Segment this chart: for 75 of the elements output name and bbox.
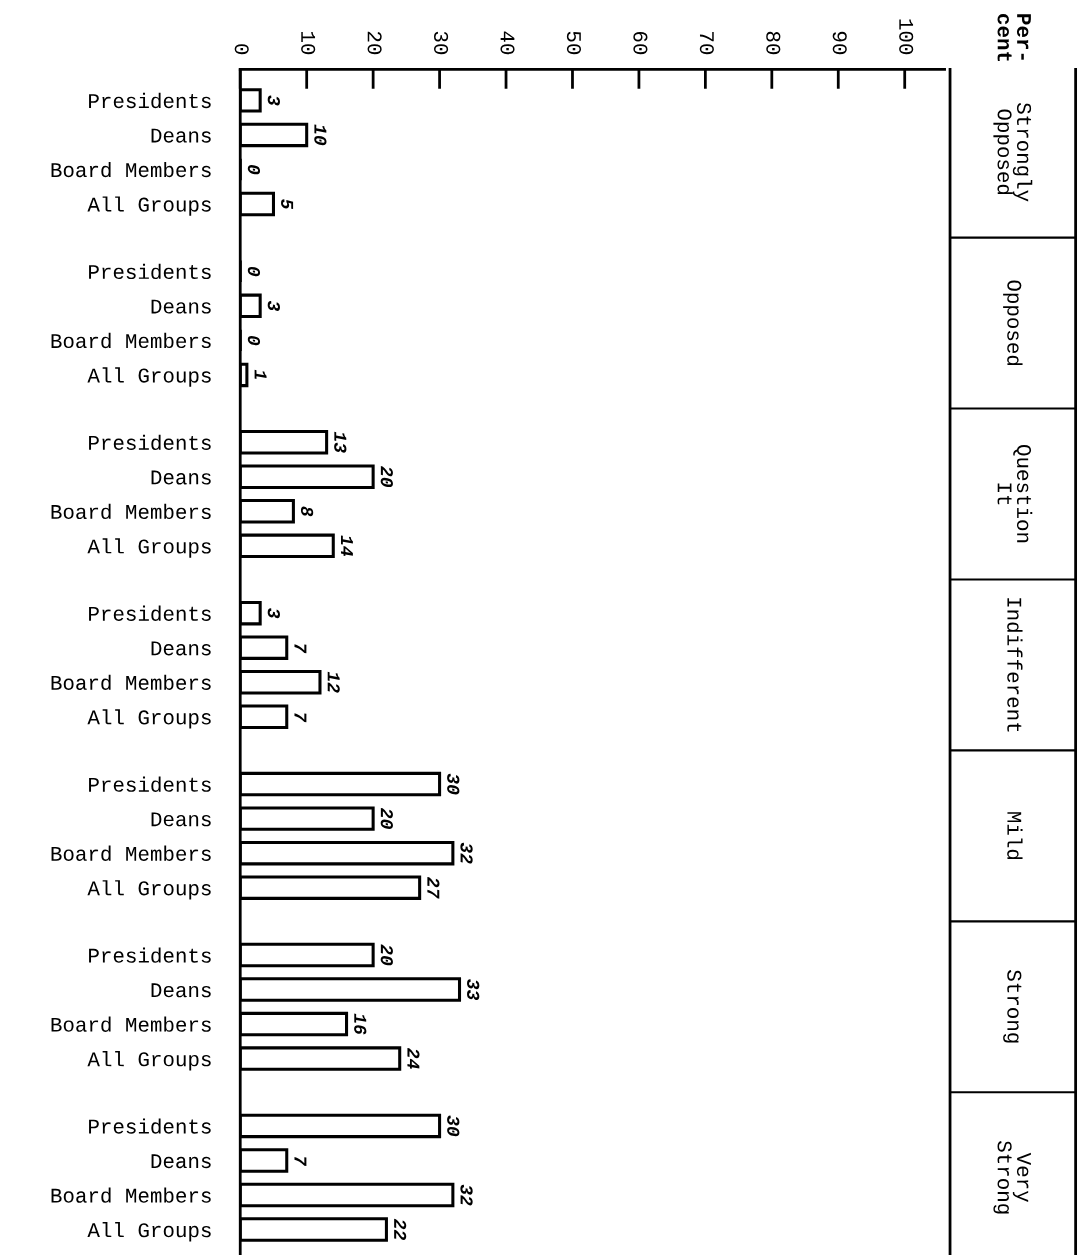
y-tick-label: All Groups bbox=[87, 367, 211, 387]
data-label: 1 bbox=[254, 369, 267, 379]
data-label: 27 bbox=[427, 877, 440, 899]
data-label: 0 bbox=[247, 335, 261, 346]
x-tick-label: 60 bbox=[633, 31, 648, 55]
data-label: 16 bbox=[354, 1013, 367, 1035]
x-tick-label: 90 bbox=[832, 31, 847, 55]
data-label: 8 bbox=[300, 506, 314, 517]
y-tick-label: Presidents bbox=[89, 1118, 211, 1134]
x-tick-label: 20 bbox=[367, 31, 382, 55]
data-label: 32 bbox=[460, 842, 473, 864]
y-tick-label: All Groups bbox=[87, 538, 211, 558]
x-tick-label: 80 bbox=[766, 31, 781, 55]
x-tick-label: 10 bbox=[301, 31, 316, 55]
data-label: 10 bbox=[314, 124, 327, 146]
y-tick-label: Board Members bbox=[51, 332, 211, 349]
data-label: 7 bbox=[294, 1157, 307, 1167]
x-tick-label: 50 bbox=[566, 31, 582, 55]
data-label: 20 bbox=[380, 944, 393, 966]
y-tick-label: Deans bbox=[151, 812, 211, 827]
y-tick-label: Presidents bbox=[89, 92, 211, 109]
data-label: 33 bbox=[467, 979, 480, 1000]
y-tick-label: Deans bbox=[151, 641, 211, 656]
text: Strongly Opposed bbox=[993, 102, 1033, 202]
y-tick-label: All Groups bbox=[87, 1051, 211, 1071]
data-label: 0 bbox=[247, 266, 261, 277]
data-label: 3 bbox=[267, 95, 280, 106]
y-tick-label: Deans bbox=[151, 299, 211, 314]
data-label: 30 bbox=[447, 773, 460, 795]
data-label: 20 bbox=[380, 807, 393, 829]
data-label: 0 bbox=[247, 165, 261, 175]
x-tick-label: 100 bbox=[899, 19, 914, 55]
y-tick-label: Deans bbox=[151, 470, 211, 485]
y-tick-label: All Groups bbox=[87, 709, 211, 729]
y-tick-label: Board Members bbox=[51, 845, 211, 861]
data-label: 3 bbox=[267, 608, 280, 619]
data-label: 3 bbox=[267, 300, 280, 311]
x-tick-label: 0 bbox=[234, 44, 249, 55]
text: Opposed bbox=[1003, 280, 1023, 366]
x-tick-label: 70 bbox=[699, 32, 714, 55]
y-tick-label: Board Members bbox=[51, 674, 211, 691]
text: Strong bbox=[1003, 970, 1022, 1043]
y-tick-label: Deans bbox=[151, 1154, 211, 1169]
data-label: 32 bbox=[460, 1184, 473, 1206]
y-tick-label: All Groups bbox=[87, 196, 211, 216]
text: Indifferent bbox=[1007, 598, 1023, 732]
y-tick-label: Presidents bbox=[89, 263, 211, 280]
text: Mild bbox=[1007, 812, 1023, 860]
data-label: 30 bbox=[447, 1115, 460, 1137]
y-tick-label: All Groups bbox=[87, 880, 211, 900]
data-label: 7 bbox=[294, 713, 307, 723]
y-tick-label: Board Members bbox=[51, 1187, 211, 1203]
y-tick-label: Presidents bbox=[89, 947, 211, 963]
text: Very Strong bbox=[993, 1141, 1031, 1214]
data-label: 14 bbox=[341, 535, 353, 557]
data-label: 12 bbox=[327, 671, 340, 693]
data-label: 7 bbox=[294, 644, 307, 654]
y-tick-label: Deans bbox=[151, 128, 211, 143]
data-label: 24 bbox=[407, 1047, 420, 1069]
y-tick-label: Board Members bbox=[51, 161, 211, 178]
y-tick-label: Presidents bbox=[89, 434, 211, 451]
y-tick-label: Deans bbox=[151, 983, 211, 998]
y-tick-label: Presidents bbox=[89, 776, 211, 792]
y-tick-label: All Groups bbox=[87, 1221, 211, 1242]
x-tick-label: 40 bbox=[500, 31, 515, 55]
data-label: 13 bbox=[334, 431, 347, 453]
y-tick-label: Board Members bbox=[51, 1016, 211, 1032]
text: Question It bbox=[997, 445, 1033, 543]
data-label: 22 bbox=[394, 1218, 407, 1240]
y-tick-label: Presidents bbox=[89, 605, 211, 621]
text: Per- cent bbox=[997, 14, 1031, 62]
data-label: 20 bbox=[380, 466, 393, 488]
x-tick-label: 30 bbox=[433, 31, 449, 55]
y-tick-label: Board Members bbox=[51, 503, 211, 520]
data-label: 5 bbox=[281, 199, 294, 210]
